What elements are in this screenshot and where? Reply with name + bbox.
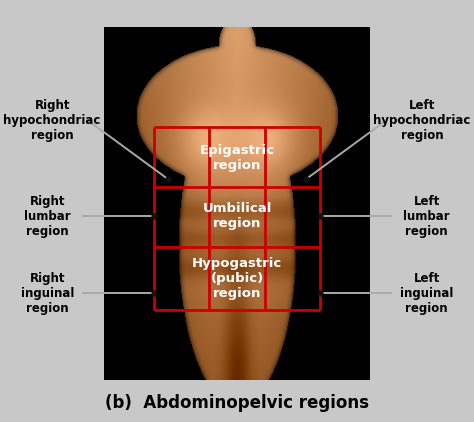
Text: Left
hypochondriac
region: Left hypochondriac region <box>373 99 471 142</box>
Text: Left
inguinal
region: Left inguinal region <box>400 272 453 315</box>
Text: (b)  Abdominopelvic regions: (b) Abdominopelvic regions <box>105 394 369 412</box>
Text: Right
inguinal
region: Right inguinal region <box>21 272 74 315</box>
Text: Epigastric
region: Epigastric region <box>200 144 274 172</box>
Text: Right
lumbar
region: Right lumbar region <box>24 195 71 238</box>
Text: Right
hypochondriac
region: Right hypochondriac region <box>3 99 101 142</box>
Text: Umbilical
region: Umbilical region <box>202 202 272 230</box>
Text: Left
lumbar
region: Left lumbar region <box>403 195 450 238</box>
Text: Hypogastric
(pubic)
region: Hypogastric (pubic) region <box>192 257 282 300</box>
